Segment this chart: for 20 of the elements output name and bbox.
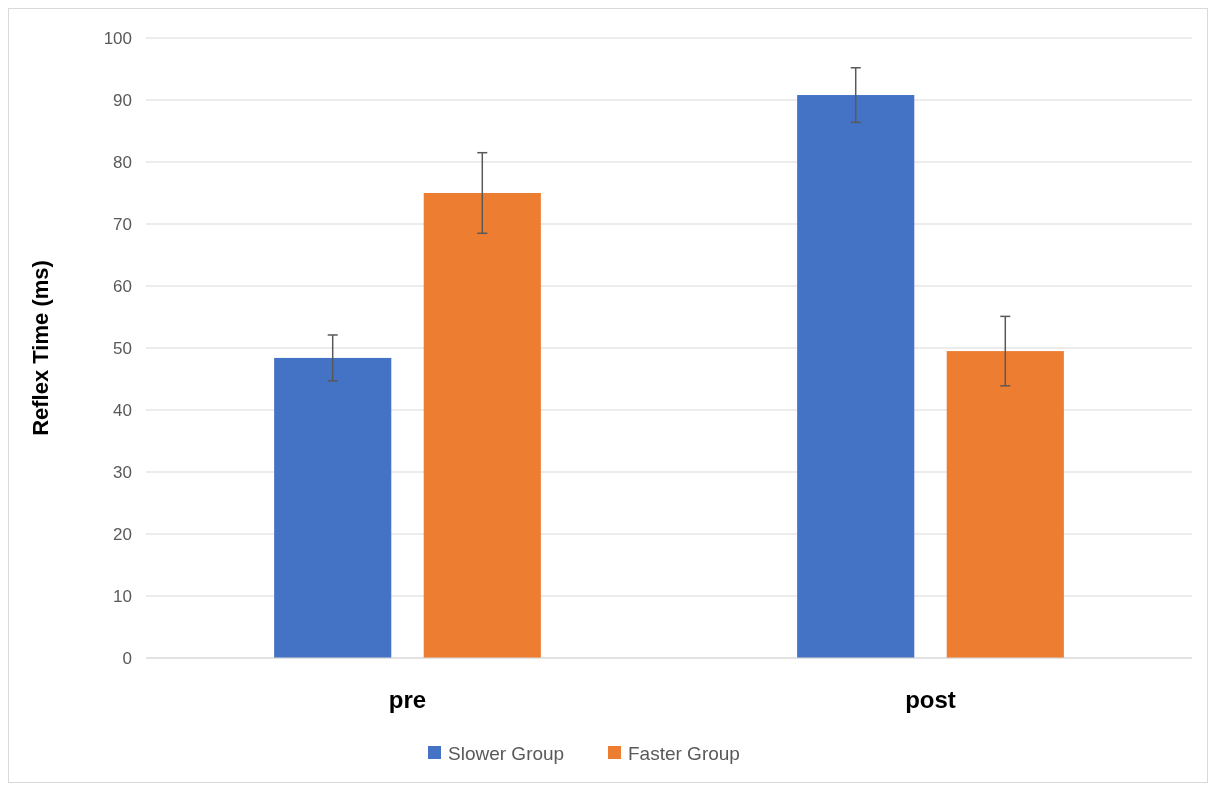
bar: [423, 193, 541, 658]
legend-label: Slower Group: [448, 742, 565, 764]
y-tick-label: 0: [122, 648, 132, 668]
y-tick-label: 40: [113, 400, 132, 420]
y-tick-label: 80: [113, 152, 132, 172]
y-tick-label: 30: [113, 462, 132, 482]
legend-label: Faster Group: [628, 742, 740, 764]
y-tick-label: 50: [113, 338, 132, 358]
y-tick-label: 90: [113, 90, 132, 110]
bar: [797, 95, 915, 658]
y-tick-label: 10: [113, 586, 132, 606]
x-tick-label: post: [905, 686, 956, 713]
bar: [946, 351, 1064, 658]
y-tick-label: 70: [113, 214, 132, 234]
y-axis-title: Reflex Time (ms): [28, 260, 53, 436]
bar: [274, 357, 392, 658]
y-tick-label: 100: [103, 28, 132, 48]
x-tick-label: pre: [388, 686, 427, 713]
y-tick-label: 60: [113, 276, 132, 296]
y-tick-label: 20: [113, 524, 132, 544]
